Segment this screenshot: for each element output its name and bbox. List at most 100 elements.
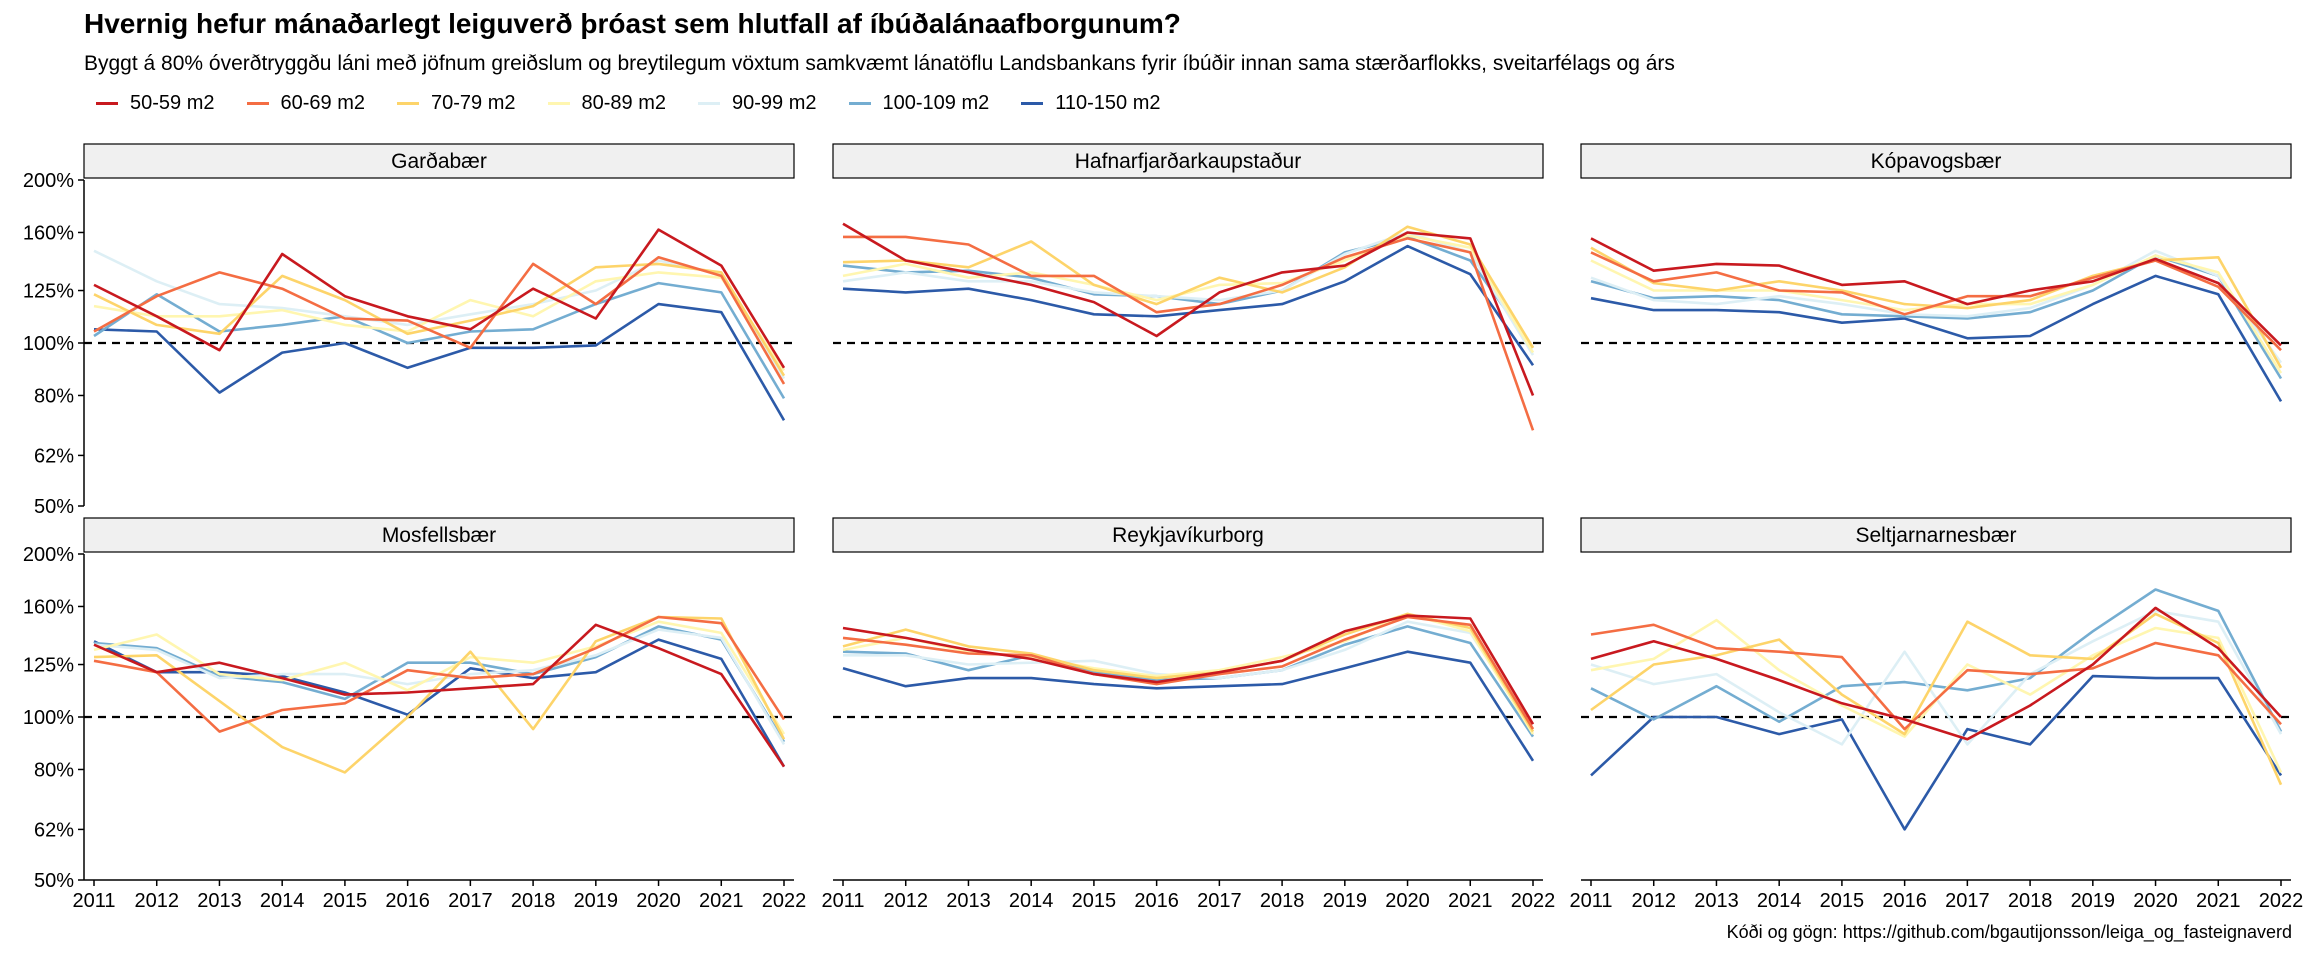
legend-swatch bbox=[96, 102, 118, 105]
x-tick-label: 2019 bbox=[2071, 890, 2116, 912]
legend-item: 100-109 m2 bbox=[837, 92, 990, 115]
legend-label: 110-150 m2 bbox=[1055, 92, 1161, 114]
facet-strip bbox=[1580, 517, 2292, 553]
facet-panel: Kópavogsbær bbox=[1580, 143, 2292, 403]
x-tick-label: 2012 bbox=[1631, 890, 1676, 912]
x-tick-label: 2022 bbox=[1511, 890, 1556, 912]
facet-panel: Mosfellsbær 50% 62% 80% 100% 125% 160% 200% 2011… bbox=[23, 517, 807, 912]
facet-strip bbox=[832, 517, 1544, 553]
series-line bbox=[842, 614, 1535, 725]
y-tick-label: 62% bbox=[34, 819, 74, 841]
x-tick-label: 2016 bbox=[1134, 890, 1179, 912]
series-line bbox=[842, 231, 1535, 356]
legend-swatch bbox=[1021, 102, 1044, 105]
legend-item: 80-89 m2 bbox=[536, 92, 667, 115]
x-tick-label: 2017 bbox=[1197, 890, 1242, 912]
y-tick-label: 50% bbox=[34, 496, 74, 518]
series-line bbox=[1590, 274, 2283, 403]
facet-label: Seltjarnarnesbær bbox=[1855, 524, 2016, 547]
facet-panel: Garðabær 50% 62% 80% 100% 125% 160% 200% bbox=[23, 143, 795, 518]
series-line bbox=[93, 623, 786, 768]
legend-label: 60-69 m2 bbox=[280, 92, 366, 114]
y-tick-label: 125% bbox=[23, 655, 74, 677]
x-tick-label: 2021 bbox=[2196, 890, 2241, 912]
x-tick-label: 2016 bbox=[385, 890, 430, 912]
legend: 50-59 m2 60-69 m2 70-79 m2 80-89 m2 90-99 m2… bbox=[84, 92, 1181, 115]
series-line bbox=[93, 262, 786, 377]
series-line bbox=[1590, 237, 2282, 347]
legend-item: 60-69 m2 bbox=[235, 92, 366, 115]
legend-swatch bbox=[547, 102, 570, 105]
y-tick-label: 100% bbox=[23, 333, 74, 355]
series-line bbox=[1590, 249, 2283, 364]
x-tick-label: 2012 bbox=[134, 890, 179, 912]
y-tick-label: 100% bbox=[23, 707, 74, 729]
facet-label: Mosfellsbær bbox=[382, 524, 496, 547]
y-tick-label: 200% bbox=[23, 544, 74, 566]
x-tick-label: 2015 bbox=[1820, 890, 1865, 912]
x-tick-label: 2021 bbox=[699, 890, 744, 912]
facet-panel: Reykjavíkurborg 2011 2012 2013 2014 2015 2016 2… bbox=[821, 517, 1556, 912]
facet-strip bbox=[832, 143, 1544, 179]
series-line bbox=[1590, 606, 2282, 741]
y-tick-label: 125% bbox=[23, 281, 74, 303]
x-tick-label: 2011 bbox=[821, 890, 864, 912]
x-tick-label: 2018 bbox=[2008, 890, 2053, 912]
facet-label: Reykjavíkurborg bbox=[1112, 524, 1264, 547]
facet-strip bbox=[83, 517, 795, 553]
legend-label: 70-79 m2 bbox=[431, 92, 516, 114]
legend-label: 50-59 m2 bbox=[130, 92, 215, 114]
x-tick-label: 2022 bbox=[762, 890, 807, 912]
x-tick-label: 2021 bbox=[1448, 890, 1493, 912]
legend-label: 80-89 m2 bbox=[581, 92, 667, 114]
series-line bbox=[842, 222, 1535, 396]
y-tick-label: 160% bbox=[23, 222, 74, 244]
y-tick-label: 80% bbox=[34, 385, 74, 407]
y-tick-label: 200% bbox=[23, 170, 74, 192]
series-line bbox=[93, 302, 786, 421]
series-line bbox=[93, 255, 786, 385]
facet-label: Hafnarfjarðarkaupstaður bbox=[1075, 150, 1301, 173]
x-tick-label: 2016 bbox=[1882, 890, 1927, 912]
y-tick-label: 160% bbox=[23, 596, 74, 618]
chart-subtitle: Byggt á 80% óverðtryggðu láni með jöfnum… bbox=[84, 52, 1675, 75]
x-tick-label: 2014 bbox=[1009, 890, 1054, 912]
legend-swatch bbox=[698, 102, 720, 105]
facet-strip bbox=[83, 143, 795, 179]
series-line bbox=[842, 234, 1535, 354]
x-tick-label: 2018 bbox=[1260, 890, 1305, 912]
x-tick-label: 2022 bbox=[2259, 890, 2304, 912]
facet-panel: Seltjarnarnesbær 2011 2012 2013 2014 2015 2016… bbox=[1569, 517, 2304, 912]
legend-item: 90-99 m2 bbox=[686, 92, 817, 115]
legend-label: 100-109 m2 bbox=[882, 92, 990, 114]
series-line bbox=[1590, 588, 2283, 733]
x-tick-label: 2013 bbox=[946, 890, 991, 912]
series-line bbox=[93, 625, 786, 743]
x-tick-label: 2014 bbox=[1757, 890, 1802, 912]
x-tick-label: 2020 bbox=[2133, 890, 2178, 912]
series-line bbox=[1590, 674, 2283, 831]
chart-caption: Kóði og gögn: https://github.com/bgautij… bbox=[1726, 922, 2292, 942]
chart-title: Hvernig hefur mánaðarlegt leiguverð þróa… bbox=[84, 8, 1181, 39]
x-tick-label: 2011 bbox=[1569, 890, 1612, 912]
facet-strip bbox=[1580, 143, 2292, 179]
x-tick-label: 2017 bbox=[1945, 890, 1990, 912]
x-tick-label: 2020 bbox=[1385, 890, 1430, 912]
legend-label: 90-99 m2 bbox=[732, 92, 817, 114]
x-tick-label: 2015 bbox=[1072, 890, 1117, 912]
x-tick-label: 2015 bbox=[323, 890, 368, 912]
series-line bbox=[93, 615, 786, 774]
legend-item: 110-150 m2 bbox=[1009, 92, 1161, 115]
series-line bbox=[842, 615, 1535, 730]
legend-item: 50-59 m2 bbox=[84, 92, 215, 115]
series-line bbox=[93, 228, 786, 369]
x-tick-label: 2013 bbox=[197, 890, 242, 912]
y-tick-label: 62% bbox=[34, 445, 74, 467]
x-tick-label: 2019 bbox=[574, 890, 619, 912]
series-line bbox=[1590, 254, 2283, 380]
series-line bbox=[1590, 623, 2282, 731]
series-line bbox=[1590, 251, 2282, 352]
x-tick-label: 2013 bbox=[1694, 890, 1739, 912]
legend-swatch bbox=[246, 102, 269, 105]
facet-label: Garðabær bbox=[391, 150, 487, 173]
